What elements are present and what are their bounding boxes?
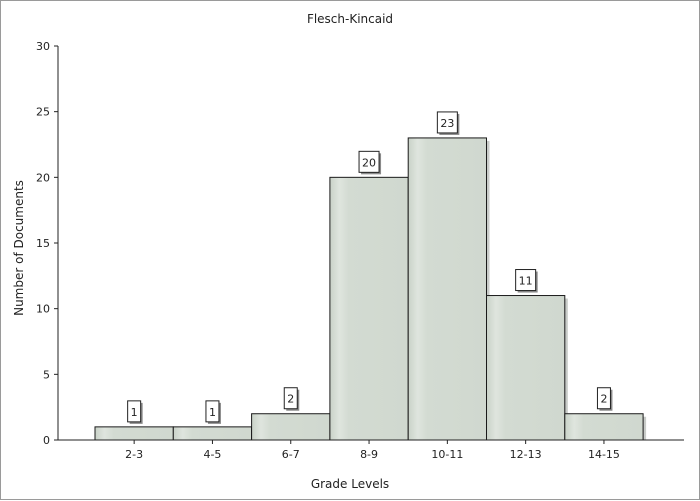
bar (407, 137, 488, 441)
data-label-box (358, 150, 380, 173)
data-label-box (205, 400, 220, 423)
x-tick-label: 12-13 (510, 448, 542, 461)
y-tick-label: 25 (36, 106, 50, 119)
bar (486, 295, 566, 441)
data-label: 1 (209, 406, 216, 419)
bar (329, 176, 409, 441)
bar (172, 426, 253, 441)
data-label: 2 (287, 393, 294, 406)
data-label: 1 (131, 406, 138, 419)
y-tick-label: 10 (36, 303, 50, 316)
x-tick-label: 6-7 (282, 448, 300, 461)
data-label-box (596, 387, 611, 410)
data-label: 2 (600, 393, 607, 406)
data-label-box (127, 400, 142, 423)
y-tick-label: 20 (36, 171, 50, 184)
bar (251, 413, 331, 441)
bar (94, 426, 174, 441)
data-label: 23 (440, 117, 454, 130)
x-tick-label: 10-11 (431, 448, 463, 461)
data-label-box (283, 387, 298, 410)
y-tick-label: 30 (36, 40, 50, 53)
y-tick-label: 15 (36, 237, 50, 250)
data-label: 20 (362, 156, 376, 169)
x-tick-label: 14-15 (588, 448, 620, 461)
chart-title: Flesch-Kincaid (307, 12, 393, 26)
x-tick-label: 4-5 (203, 448, 221, 461)
data-label: 11 (519, 275, 533, 288)
y-tick-label: 0 (43, 434, 50, 447)
data-label-box (436, 111, 458, 134)
x-axis-title: Grade Levels (311, 477, 389, 491)
y-tick-label: 5 (43, 368, 50, 381)
bar (564, 413, 644, 441)
y-axis-title: Number of Documents (12, 180, 26, 316)
data-label-box (515, 269, 537, 292)
x-tick-label: 2-3 (125, 448, 143, 461)
x-tick-label: 8-9 (360, 448, 378, 461)
